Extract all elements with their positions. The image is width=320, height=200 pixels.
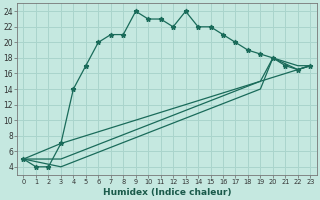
X-axis label: Humidex (Indice chaleur): Humidex (Indice chaleur) — [103, 188, 231, 197]
